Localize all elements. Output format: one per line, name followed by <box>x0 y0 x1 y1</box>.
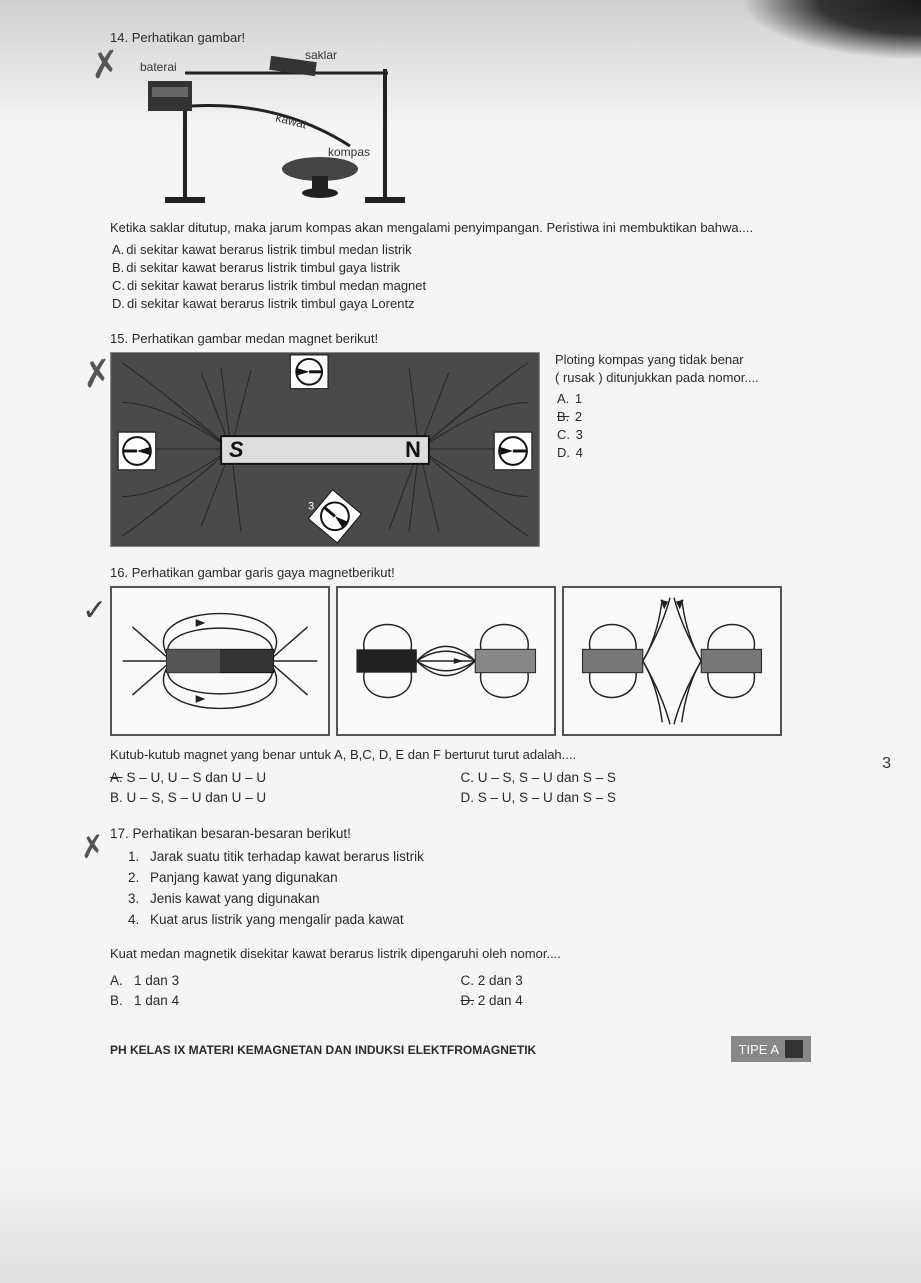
q17-opt-b: B. 1 dan 4 <box>110 991 461 1011</box>
compass-4 <box>494 432 532 470</box>
margin-number-3: 3 <box>882 755 891 773</box>
q14-stem: Ketika saklar ditutup, maka jarum kompas… <box>110 219 811 237</box>
q17-number: 17. <box>110 826 129 841</box>
magnet-field-diagram: S N 2 <box>110 352 540 547</box>
q17-item-2: 2.Panjang kawat yang digunakan <box>128 868 811 889</box>
compass-2: 2 <box>290 353 328 389</box>
q17-list: 1.Jarak suatu titik terhadap kawat berar… <box>110 847 811 931</box>
footer: PH KELAS IX MATERI KEMAGNETAN DAN INDUKS… <box>110 1036 811 1062</box>
q17-header: 17. Perhatikan besaran-besaran berikut! <box>110 826 811 841</box>
q16-opt-c: C. U – S, S – U dan S – S <box>461 768 812 788</box>
q15-side2: ( rusak ) ditunjukkan pada nomor.... <box>555 369 759 387</box>
question-14: ✗ 14. Perhatikan gambar! saklar baterai <box>110 30 811 313</box>
q17-options: A. 1 dan 3 C. 2 dan 3 B. 1 dan 4 D. 2 da… <box>110 971 811 1012</box>
q14-opt-d: D.di sekitar kawat berarus listrik timbu… <box>112 295 811 313</box>
q15-opt-b: B. 2 <box>557 408 759 426</box>
q15-opt-a: A. 1 <box>557 390 759 408</box>
fig-2 <box>336 586 556 736</box>
tipe-square-icon <box>785 1040 803 1058</box>
exam-page: ✗ 14. Perhatikan gambar! saklar baterai <box>0 0 921 1283</box>
q15-side-text: Ploting kompas yang tidak benar ( rusak … <box>555 351 759 462</box>
q15-opt-c: C. 3 <box>557 426 759 444</box>
label-kawat: kawat <box>274 110 308 131</box>
footer-text: PH KELAS IX MATERI KEMAGNETAN DAN INDUKS… <box>110 1043 536 1057</box>
q14-opt-a: A.di sekitar kawat berarus listrik timbu… <box>112 241 811 259</box>
q15-number: 15. <box>110 331 128 346</box>
q16-stem: Kutub-kutub magnet yang benar untuk A, B… <box>110 746 811 764</box>
q15-title: Perhatikan gambar medan magnet berikut! <box>132 331 378 346</box>
label-baterai: baterai <box>140 60 177 74</box>
q17-opt-a: A. 1 dan 3 <box>110 971 461 991</box>
q16-number: 16. <box>110 565 128 580</box>
q16-opt-d: D. S – U, S – U dan S – S <box>461 788 812 808</box>
fig-1 <box>110 586 330 736</box>
question-16: ✓ 16. Perhatikan gambar garis gaya magne… <box>110 565 811 808</box>
q15-side1: Ploting kompas yang tidak benar <box>555 351 759 369</box>
label-kompas: kompas <box>328 145 370 159</box>
q14-opt-b: B.di sekitar kawat berarus listrik timbu… <box>112 259 811 277</box>
q15-opt-d: D. 4 <box>557 444 759 462</box>
q17-title: Perhatikan besaran-besaran berikut! <box>133 826 351 841</box>
pole-s: S <box>229 437 244 462</box>
compass-1 <box>118 432 156 470</box>
q16-figures <box>110 586 811 736</box>
tipe-badge: TIPE A <box>731 1036 811 1062</box>
q15-header: 15. Perhatikan gambar medan magnet berik… <box>110 331 811 346</box>
q14-options: A.di sekitar kawat berarus listrik timbu… <box>110 241 811 314</box>
q17-stem: Kuat medan magnetik disekitar kawat bera… <box>110 945 811 963</box>
q17-opt-c: C. 2 dan 3 <box>461 971 812 991</box>
tipe-label: TIPE A <box>739 1042 779 1057</box>
question-15: ✗ 15. Perhatikan gambar medan magnet ber… <box>110 331 811 547</box>
q17-item-3: 3.Jenis kawat yang digunakan <box>128 889 811 910</box>
q16-options: A. S – U, U – S dan U – U C. U – S, S – … <box>110 768 811 809</box>
hand-check-mark: ✓ <box>82 593 107 628</box>
question-17: ✗ 17. Perhatikan besaran-besaran berikut… <box>110 826 811 1011</box>
hand-x-mark-17: ✗ <box>78 829 108 867</box>
compass-3-label: 3 <box>308 501 314 513</box>
q17-item-4: 4.Kuat arus listrik yang mengalir pada k… <box>128 910 811 931</box>
q14-opt-c: C.di sekitar kawat berarus listrik timbu… <box>112 277 811 295</box>
q17-item-1: 1.Jarak suatu titik terhadap kawat berar… <box>128 847 811 868</box>
q14-title: Perhatikan gambar! <box>132 30 245 45</box>
hand-x-mark: ✗ <box>87 42 123 88</box>
circuit-diagram: saklar baterai kawat kompas <box>130 51 450 211</box>
pole-n: N <box>405 437 421 462</box>
q16-header: 16. Perhatikan gambar garis gaya magnetb… <box>110 565 811 580</box>
q16-title: Perhatikan gambar garis gaya magnetberik… <box>132 565 395 580</box>
label-saklar: saklar <box>305 51 337 62</box>
compass-2-label: 2 <box>310 353 316 356</box>
q16-opt-b: B. U – S, S – U dan U – U <box>110 788 461 808</box>
q17-opt-d: D. 2 dan 4 <box>461 991 812 1011</box>
fig-3 <box>562 586 782 736</box>
q16-opt-a: A. S – U, U – S dan U – U <box>110 768 461 788</box>
q14-header: 14. Perhatikan gambar! <box>110 30 811 45</box>
